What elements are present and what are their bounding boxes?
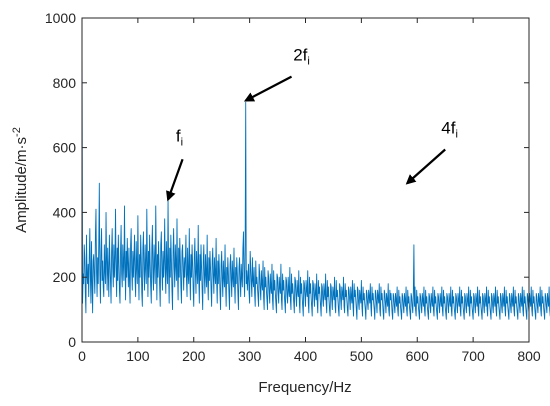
y-tick-label: 800: [53, 75, 77, 91]
annotation-arrow-1: [243, 75, 293, 102]
annotation-label-0: fi: [176, 127, 183, 149]
x-tick-label: 0: [78, 348, 86, 364]
y-axis-title: Amplitude/m·s-2: [11, 127, 30, 233]
axes: 0 100 200 300 400 500 600 700 800 0 200 400 600 800 10…: [45, 10, 541, 364]
y-axis-title-base: Amplitude/m·s: [13, 137, 30, 233]
y-tick-label: 1000: [45, 10, 76, 26]
x-tick-label: 700: [461, 348, 485, 364]
annotations: fi 2fi 4fi: [166, 46, 458, 202]
x-tick-label: 600: [406, 348, 430, 364]
y-axis-title-exponent: -2: [11, 127, 23, 137]
annotation-arrow-2: [405, 148, 446, 185]
y-tick-label: 600: [53, 140, 77, 156]
x-tick-label: 100: [126, 348, 150, 364]
annotation-label-2: 4fi: [441, 119, 458, 141]
x-tick-label: 300: [238, 348, 262, 364]
y-tick-label: 400: [53, 204, 77, 220]
annotation-arrow-0: [166, 158, 184, 202]
x-tick-label: 500: [350, 348, 374, 364]
x-tick-label: 200: [182, 348, 206, 364]
x-tick-label: 400: [294, 348, 318, 364]
annotation-label-1: 2fi: [293, 46, 310, 68]
plot-area: [81, 24, 550, 320]
x-tick-label: 800: [517, 348, 541, 364]
series-line-0: [81, 24, 550, 320]
x-axis-title: Frequency/Hz: [258, 379, 351, 396]
y-tick-label: 200: [53, 269, 77, 285]
y-tick-label: 0: [68, 334, 76, 350]
